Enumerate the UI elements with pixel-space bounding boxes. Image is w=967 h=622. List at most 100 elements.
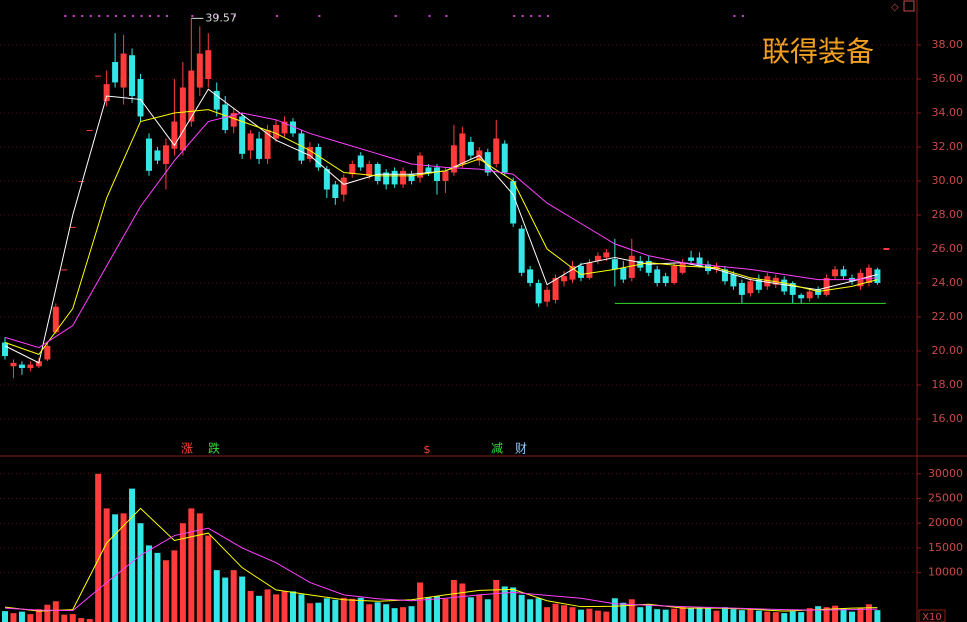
candle-body — [594, 255, 601, 261]
candle-body — [552, 277, 559, 300]
volume-bar — [874, 610, 881, 622]
volume-bar — [391, 608, 398, 622]
y-tick-label: 30000 — [928, 467, 963, 480]
candle-body — [145, 138, 152, 171]
candle-body — [120, 53, 127, 88]
signal-dot — [445, 15, 448, 17]
icon-window[interactable] — [903, 0, 915, 12]
volume-bar — [696, 607, 703, 622]
signal-dot — [233, 15, 236, 17]
candle-body — [561, 276, 568, 282]
volume-bar — [747, 608, 754, 622]
volume-bar — [78, 618, 85, 622]
candle-body — [273, 124, 280, 139]
volume-bar — [594, 610, 601, 622]
candle-body — [620, 267, 627, 280]
signal-dot — [64, 15, 67, 17]
volume-bar — [340, 597, 347, 622]
candle-body — [493, 138, 500, 165]
candle-body — [340, 177, 347, 195]
volume-bar — [823, 607, 830, 622]
candle-body — [281, 121, 288, 134]
volume-bar — [408, 606, 415, 622]
candle-body — [44, 345, 51, 360]
candle-body — [874, 269, 881, 283]
y-tick-label: 32.00 — [932, 140, 964, 153]
volume-bar — [239, 576, 246, 622]
volume-bar — [281, 591, 288, 622]
volume-bar — [306, 603, 313, 622]
volume-bar — [69, 614, 76, 622]
last-price-marker — [883, 248, 890, 251]
volume-bar — [103, 508, 110, 622]
volume-bar — [171, 550, 178, 622]
icon-diamond[interactable]: ◇ — [891, 2, 899, 13]
candle-body — [162, 145, 169, 165]
volume-bar — [764, 611, 771, 622]
signal-dot — [132, 15, 135, 17]
candle-body — [696, 257, 703, 266]
volume-bar — [493, 580, 500, 622]
volume-bar — [713, 610, 720, 622]
y-tick-label: 20.00 — [932, 344, 964, 357]
y-tick-label: 28.00 — [932, 208, 964, 221]
volume-bar — [349, 598, 356, 622]
volume-bar — [620, 602, 627, 622]
candle-body — [103, 84, 110, 102]
signal-dot — [81, 15, 84, 17]
candle-body — [815, 289, 822, 295]
volume-bar — [798, 612, 805, 622]
marker-label: $ — [424, 443, 431, 456]
candle-body — [171, 121, 178, 149]
candle-body — [349, 164, 356, 175]
price-line — [4, 112, 878, 349]
unit-box — [918, 609, 946, 622]
candle-body — [417, 155, 424, 178]
volume-bar — [730, 609, 737, 622]
candle-body — [315, 147, 322, 168]
signal-dot — [530, 15, 533, 17]
candle-body — [865, 267, 872, 283]
candle-body — [332, 184, 339, 199]
candle-body — [230, 113, 237, 127]
volume-bar — [112, 514, 119, 622]
signal-dot — [148, 15, 151, 17]
signal-dot — [165, 15, 168, 17]
candle-body — [832, 269, 839, 277]
candle-body — [264, 130, 271, 159]
candle-body — [27, 364, 34, 368]
volume-bar — [400, 607, 407, 622]
volume-bar — [10, 613, 17, 622]
y-tick-label: 25000 — [928, 492, 963, 505]
volume-bar — [569, 607, 576, 622]
candle-body — [501, 143, 508, 173]
marker-label: 减 — [491, 442, 503, 456]
candle-body — [840, 269, 847, 277]
volume-bar — [256, 595, 263, 622]
volume-bar — [450, 580, 457, 622]
candle-body — [10, 362, 17, 367]
candle-body — [730, 274, 737, 287]
volume-bar — [179, 523, 186, 622]
y-tick-label: 36.00 — [932, 72, 964, 85]
volume-bar — [755, 610, 762, 622]
candle-body — [323, 169, 330, 190]
volume-bar — [671, 608, 678, 622]
volume-bar — [213, 570, 220, 622]
candle-body — [256, 138, 263, 159]
signal-dot — [318, 15, 321, 17]
candle-body — [374, 164, 381, 182]
signal-dot — [513, 15, 516, 17]
candle-body — [789, 282, 796, 295]
volume-bar — [433, 596, 440, 622]
volume-bar — [865, 604, 872, 622]
signal-dot — [538, 15, 541, 17]
signal-dot — [72, 15, 75, 17]
volume-bar — [688, 608, 695, 622]
candle-body — [823, 277, 830, 295]
volume-bar — [705, 607, 712, 622]
candle-body — [518, 228, 525, 273]
candle-body — [467, 141, 474, 156]
